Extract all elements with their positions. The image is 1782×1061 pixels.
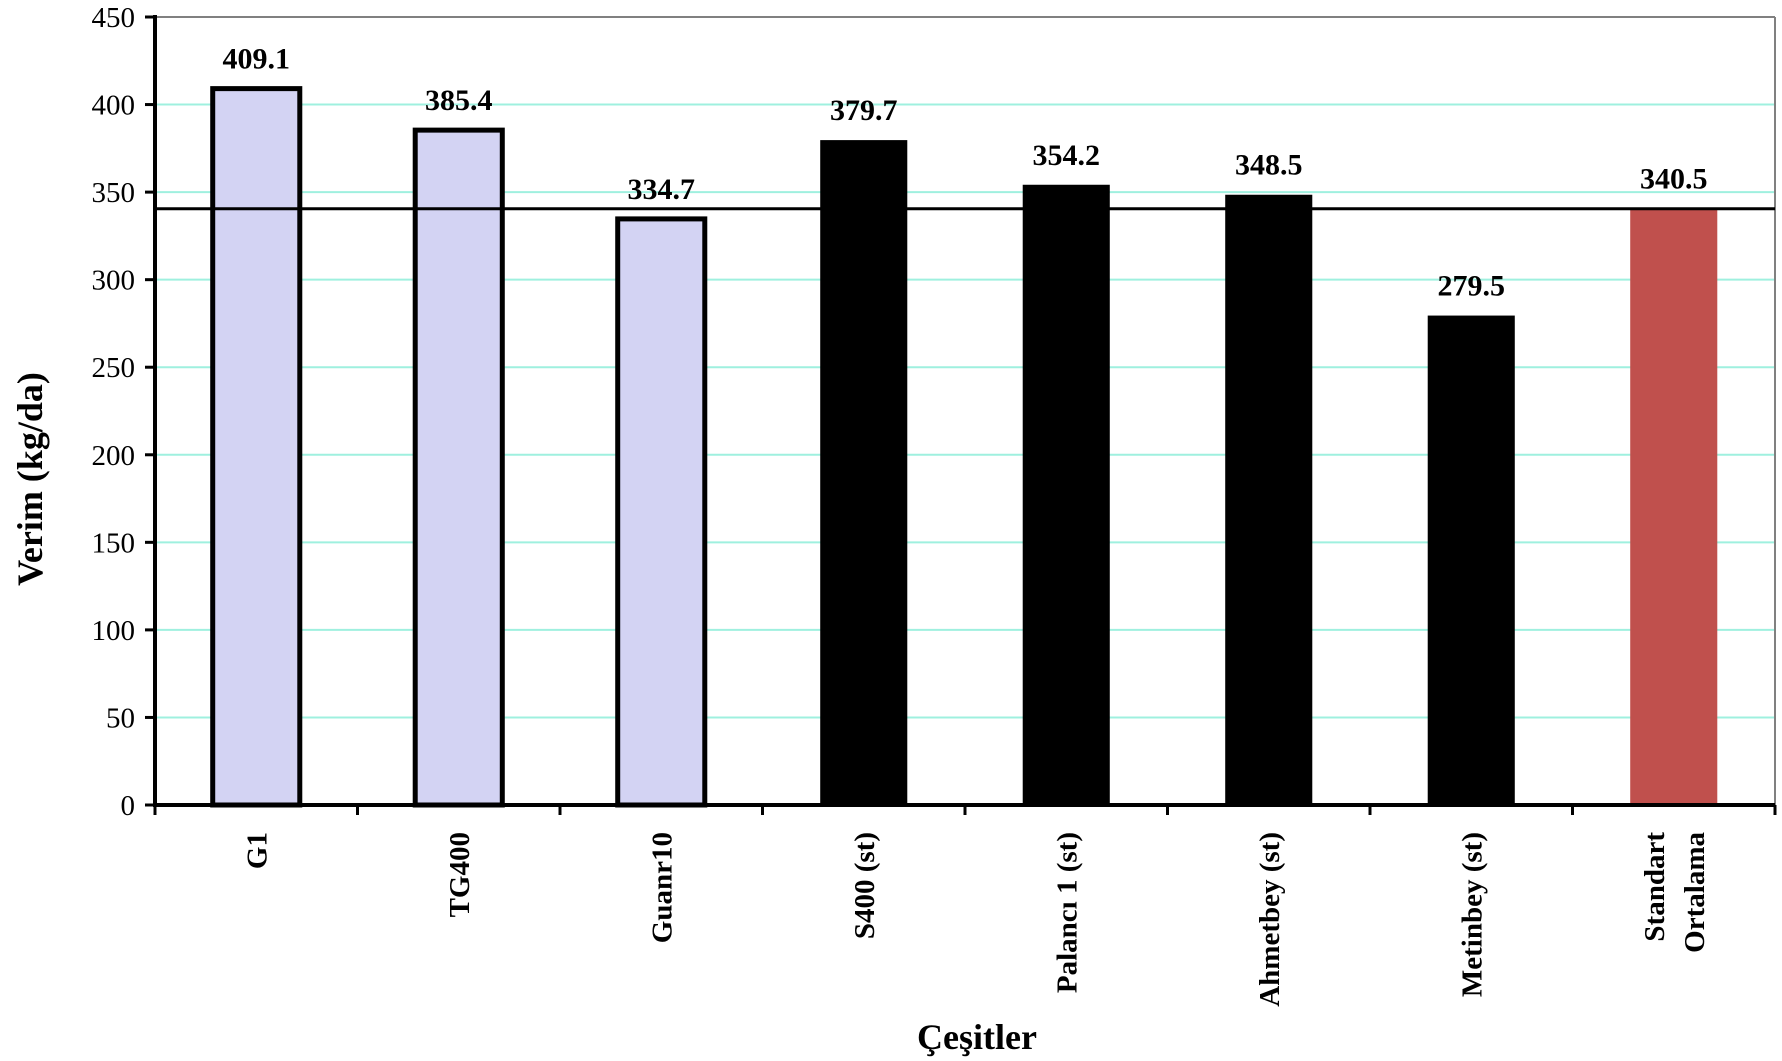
y-tick-label: 100 bbox=[92, 615, 136, 647]
x-tick-label: Guanr10 bbox=[646, 832, 678, 943]
y-axis-title: Verim (kg/da) bbox=[10, 372, 50, 586]
x-tick-label: Metinbey (st) bbox=[1456, 832, 1488, 997]
x-tick-label: TG400 bbox=[444, 832, 476, 917]
data-label: 348.5 bbox=[1235, 149, 1303, 182]
x-tick-label: G1 bbox=[241, 832, 273, 869]
x-axis-title: Çeşitler bbox=[917, 1017, 1037, 1057]
bar bbox=[1427, 315, 1515, 805]
data-label: 379.7 bbox=[830, 94, 898, 127]
bar bbox=[1630, 208, 1718, 805]
bar bbox=[210, 86, 303, 808]
bars bbox=[210, 86, 1718, 808]
x-tick-label: Ortalama bbox=[1679, 832, 1711, 953]
y-tick-label: 50 bbox=[106, 702, 135, 734]
bar bbox=[820, 140, 908, 806]
x-tick-label: Standart bbox=[1639, 832, 1671, 942]
y-tick-label: 350 bbox=[92, 177, 136, 209]
bar bbox=[412, 127, 505, 808]
y-tick-label: 200 bbox=[92, 440, 136, 472]
data-label: 385.4 bbox=[425, 84, 493, 117]
bar bbox=[1225, 194, 1313, 805]
data-label: 279.5 bbox=[1438, 270, 1506, 303]
bar bbox=[615, 216, 708, 808]
y-tick-label: 150 bbox=[92, 527, 136, 559]
axes bbox=[145, 15, 1777, 815]
gridlines bbox=[155, 103, 1775, 719]
x-tick-label: Ahmetbey (st) bbox=[1254, 832, 1286, 1007]
bar bbox=[1022, 184, 1110, 805]
y-tick-label: 400 bbox=[92, 90, 136, 122]
x-tick-label: Palancı 1 (st) bbox=[1051, 832, 1083, 993]
y-tick-label: 300 bbox=[92, 265, 136, 297]
x-tick-label: S400 (st) bbox=[849, 832, 881, 939]
labels: 0 50 100 150 200 250 300 350 400 450 409.1 G1 385.4 T… bbox=[92, 2, 1711, 1007]
data-label: 334.7 bbox=[628, 173, 696, 206]
data-label: 340.5 bbox=[1640, 163, 1708, 196]
data-label: 354.2 bbox=[1033, 139, 1101, 172]
y-tick-label: 450 bbox=[92, 2, 136, 34]
y-tick-label: 0 bbox=[121, 790, 136, 822]
y-tick-label: 250 bbox=[92, 352, 136, 384]
data-label: 409.1 bbox=[223, 43, 291, 76]
